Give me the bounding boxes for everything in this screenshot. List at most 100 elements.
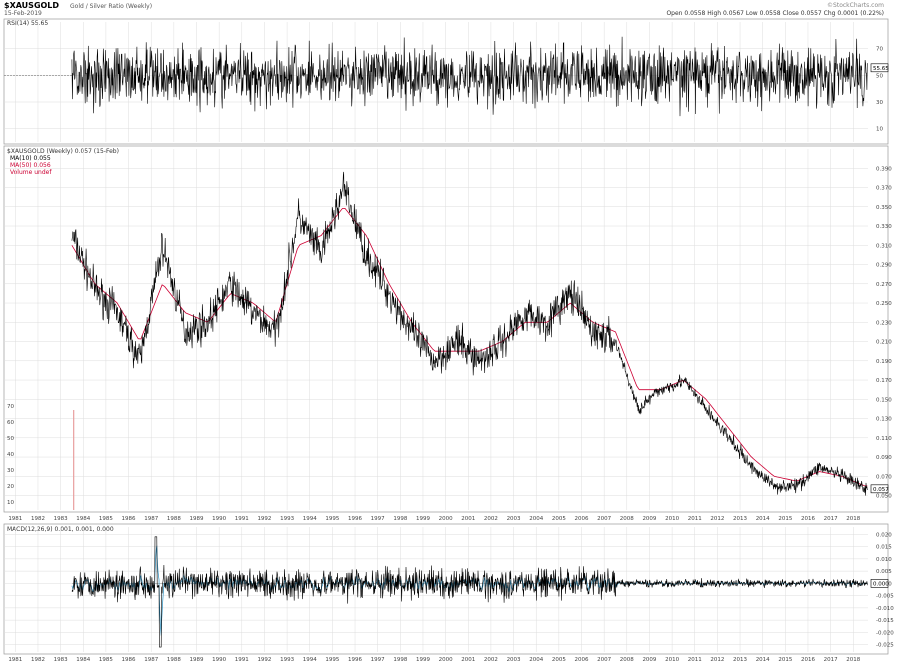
x-tick-label: 2012 — [710, 516, 724, 522]
x-tick-label: 1986 — [122, 657, 136, 663]
last-value-tag-box — [870, 484, 889, 494]
price-panel — [3, 145, 889, 513]
y-tick-label: 0.130 — [876, 417, 892, 423]
x-tick-label: 1986 — [122, 516, 136, 522]
x-tick-label: 2000 — [439, 516, 453, 522]
ma-series-line — [71, 207, 868, 487]
x-tick-label: 2002 — [484, 657, 498, 663]
x-tick-label: 1987 — [144, 516, 158, 522]
y-tick-label: -0.010 — [876, 606, 894, 612]
x-tick-label: 1988 — [167, 516, 181, 522]
x-tick-label: 2014 — [756, 657, 770, 663]
x-tick-label: 2003 — [507, 657, 521, 663]
y-tick-label: 0.230 — [876, 320, 892, 326]
y-tick-label: 0.370 — [876, 186, 892, 192]
volume-bar — [73, 410, 75, 510]
x-tick-label: 2017 — [824, 516, 838, 522]
x-tick-label: 2016 — [801, 516, 815, 522]
rsi-series-line — [71, 36, 868, 117]
last-value-tag-text: 0.057 — [873, 487, 889, 493]
volume-tick-label: 40 — [7, 452, 14, 458]
x-tick-label: 1991 — [235, 516, 249, 522]
x-tick-label: 1987 — [144, 657, 158, 663]
x-tick-label: 2006 — [575, 657, 589, 663]
x-tick-label: 1983 — [54, 516, 68, 522]
x-tick-label: 1996 — [348, 657, 362, 663]
last-value-tag-box — [870, 579, 889, 588]
x-tick-label: 2002 — [484, 516, 498, 522]
x-tick-label: 1984 — [76, 657, 90, 663]
x-tick-label: 1993 — [280, 657, 294, 663]
x-tick-label: 1995 — [325, 657, 339, 663]
macd-panel — [3, 523, 889, 655]
last-value-tag-text: 0.000 — [873, 581, 889, 587]
x-tick-label: 1990 — [212, 516, 226, 522]
x-tick-label: 1994 — [303, 516, 317, 522]
y-tick-label: 0.250 — [876, 301, 892, 307]
y-tick-label: 70 — [876, 47, 883, 53]
x-tick-label: 2015 — [778, 516, 792, 522]
y-tick-label: -0.005 — [876, 594, 894, 600]
x-tick-label: 1998 — [393, 657, 407, 663]
x-tick-label: 1989 — [190, 657, 204, 663]
x-tick-label: 2003 — [507, 516, 521, 522]
x-tick-label: 2008 — [620, 516, 634, 522]
rsi-label: RSI(14) 55.65 — [7, 20, 48, 27]
x-tick-label: 1981 — [8, 657, 22, 663]
x-tick-label: 2001 — [461, 657, 475, 663]
x-tick-label: 1995 — [325, 516, 339, 522]
x-tick-label: 2011 — [688, 516, 702, 522]
x-tick-label: 2007 — [597, 657, 611, 663]
x-tick-label: 2017 — [824, 657, 838, 663]
legend-ma50: MA(50) 0.056 — [10, 162, 51, 169]
symbol-description: Gold / Silver Ratio (Weekly) — [70, 3, 152, 10]
x-tick-label: 2013 — [733, 657, 747, 663]
x-tick-label: 2000 — [439, 657, 453, 663]
y-tick-label: 0.310 — [876, 243, 892, 249]
y-tick-label: 0.050 — [876, 494, 892, 500]
y-tick-label: 0.350 — [876, 205, 892, 211]
x-tick-label: 1982 — [31, 516, 45, 522]
x-tick-label: 2015 — [778, 657, 792, 663]
x-tick-label: 1999 — [416, 657, 430, 663]
x-tick-label: 2004 — [529, 516, 543, 522]
y-tick-label: 30 — [876, 100, 883, 106]
x-tick-label: 2006 — [575, 516, 589, 522]
axis-ticks: 70 50 30 10 0.390 0.370 0.350 0.330 0.310 0.290 0.… — [7, 47, 894, 649]
x-tick-label: 1999 — [416, 516, 430, 522]
y-tick-label: 0.010 — [876, 557, 892, 563]
x-tick-label: 2014 — [756, 516, 770, 522]
date-line: 15-Feb-2019 — [4, 10, 42, 17]
y-tick-label: 0.020 — [876, 532, 892, 538]
y-tick-label: 0.210 — [876, 340, 892, 346]
x-tick-label: 1990 — [212, 657, 226, 663]
y-tick-label: 0.110 — [876, 436, 892, 442]
volume-tick-label: 10 — [7, 500, 14, 506]
legend-volume: Volume undef — [10, 169, 52, 176]
symbol-title: $XAUSGOLD — [4, 1, 59, 10]
y-tick-label: 0.190 — [876, 359, 892, 365]
volume-tick-label: 30 — [7, 468, 14, 474]
y-tick-label: 0.005 — [876, 569, 892, 575]
x-tick-label: 2016 — [801, 657, 815, 663]
x-tick-label: 1998 — [393, 516, 407, 522]
x-tick-label: 1993 — [280, 516, 294, 522]
x-tick-label: 2007 — [597, 516, 611, 522]
x-tick-label: 1991 — [235, 657, 249, 663]
x-tick-label: 2010 — [665, 516, 679, 522]
x-tick-label: 2010 — [665, 657, 679, 663]
x-tick-label: 2012 — [710, 657, 724, 663]
x-tick-label: 1984 — [76, 516, 90, 522]
ohlc-readout: Open 0.0558 High 0.0567 Low 0.0558 Close… — [666, 10, 884, 17]
y-tick-label: 0.390 — [876, 166, 892, 172]
source-note: ©StockCharts.com — [827, 2, 884, 9]
x-tick-label: 1992 — [257, 657, 271, 663]
series-layer — [4, 36, 868, 648]
y-tick-label: 50 — [876, 73, 883, 79]
gridlines — [4, 22, 868, 652]
x-tick-label: 1985 — [99, 516, 113, 522]
y-tick-label: 0.270 — [876, 282, 892, 288]
legend-ma10: MA(10) 0.055 — [10, 155, 51, 162]
x-tick-label: 1985 — [99, 657, 113, 663]
